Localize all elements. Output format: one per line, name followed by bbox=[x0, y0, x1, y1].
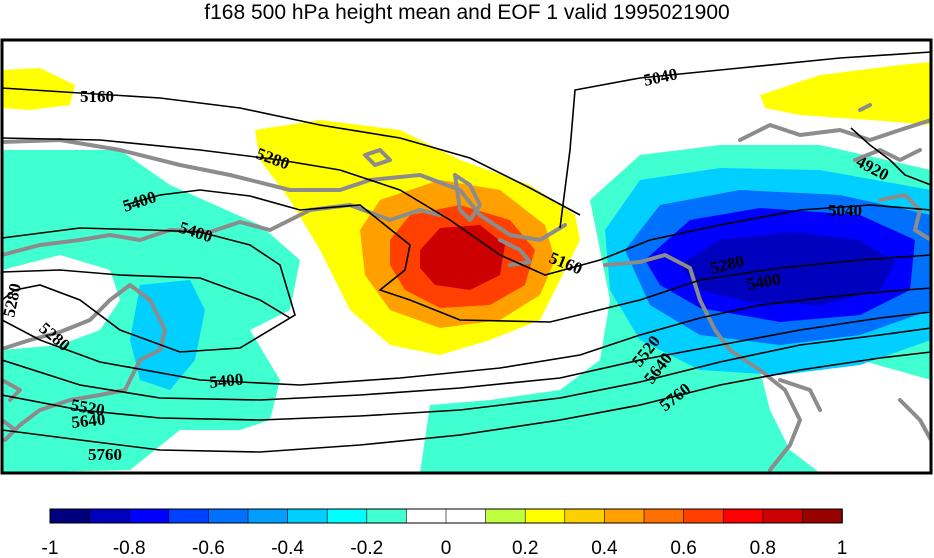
colorbar-swatch bbox=[49, 508, 91, 524]
colorbar-swatch bbox=[366, 508, 408, 524]
colorbar-tick-label: 1 bbox=[837, 538, 848, 558]
colorbar-swatch bbox=[524, 508, 566, 524]
yellow-region-northwest bbox=[2, 68, 75, 110]
map-title: f168 500 hPa height mean and EOF 1 valid… bbox=[204, 1, 730, 24]
height-contours bbox=[2, 51, 931, 453]
colorbar-swatch bbox=[762, 508, 804, 524]
contour-label: 5640 bbox=[70, 410, 106, 432]
colorbar-tick-label: 0.8 bbox=[750, 538, 776, 558]
contour-label: 5400 bbox=[208, 370, 244, 392]
positive-anomaly-darkred bbox=[420, 225, 505, 290]
colorbar-tick-label: -0.2 bbox=[350, 538, 383, 558]
colorbar-swatch bbox=[683, 508, 724, 524]
colorbar-swatch bbox=[802, 508, 843, 524]
contour-label: 5760 bbox=[88, 445, 122, 464]
map-frame bbox=[0, 38, 933, 475]
colorbar-swatch bbox=[128, 508, 170, 524]
blue-region-west bbox=[130, 280, 205, 390]
colorbar-ticks: -1 -0.8 -0.6 -0.4 -0.2 0 0.2 0.4 0.6 0.8 1 bbox=[42, 538, 848, 558]
colorbar-swatch bbox=[564, 508, 606, 524]
colorbar-swatch bbox=[287, 508, 329, 524]
negative-anomaly-navy bbox=[680, 232, 895, 305]
colorbar-swatch bbox=[89, 508, 130, 524]
colorbar-tick-label: -1 bbox=[42, 538, 59, 558]
map-panel: 5160 5040 5280 4920 5400 5400 5040 5280 … bbox=[0, 38, 933, 475]
colorbar-tick-label: -0.6 bbox=[192, 538, 225, 558]
colorbar-swatch bbox=[406, 508, 447, 524]
contour-label: 5160 bbox=[80, 87, 114, 106]
colorbar-tick-label: 0.2 bbox=[512, 538, 538, 558]
colorbar-swatch bbox=[485, 508, 527, 524]
coastlines bbox=[2, 103, 931, 472]
colorbar-tick-label: -0.8 bbox=[113, 538, 146, 558]
colorbar-swatch bbox=[208, 508, 249, 524]
colorbar-swatch bbox=[604, 508, 645, 524]
colorbar-swatches bbox=[49, 508, 843, 524]
colorbar-tick-label: 0.4 bbox=[591, 538, 618, 558]
colorbar-frame bbox=[49, 508, 843, 524]
contour-label: 5040 bbox=[828, 201, 862, 220]
contour-label: 5280 bbox=[0, 282, 25, 319]
colorbar-swatch bbox=[643, 508, 685, 524]
colorbar: -1 -0.8 -0.6 -0.4 -0.2 0 0.2 0.4 0.6 0.8 1 bbox=[42, 508, 848, 558]
colorbar-swatch bbox=[445, 508, 487, 524]
colorbar-swatch bbox=[722, 508, 764, 524]
colorbar-swatch bbox=[247, 508, 289, 524]
colorbar-tick-label: -0.4 bbox=[271, 538, 304, 558]
colorbar-swatch bbox=[326, 508, 368, 524]
white-hole-west bbox=[2, 255, 120, 350]
colorbar-tick-label: 0 bbox=[441, 538, 452, 558]
colorbar-tick-label: 0.6 bbox=[670, 538, 696, 558]
yellow-region-northeast bbox=[760, 62, 931, 125]
colorbar-swatch bbox=[168, 508, 210, 524]
